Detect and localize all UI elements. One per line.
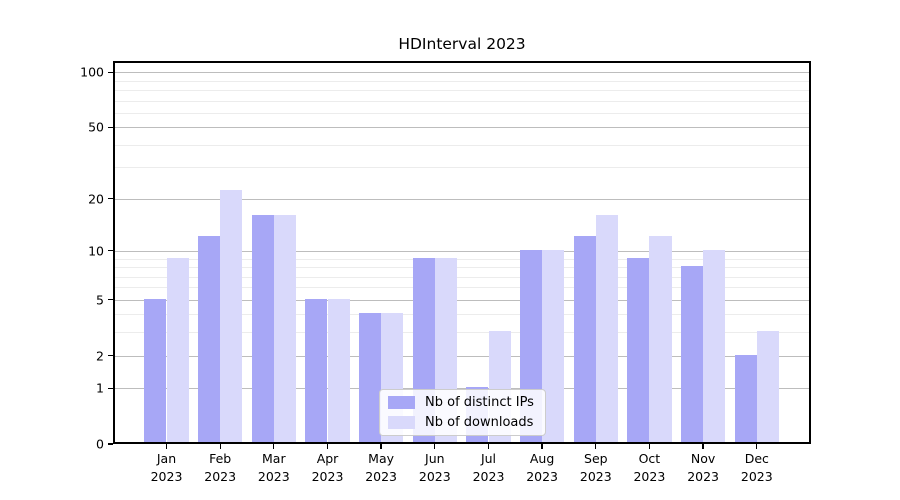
x-tick-label: Feb 2023 <box>204 451 237 484</box>
gridline-minor <box>114 80 810 82</box>
gridline-major <box>114 250 810 252</box>
bar <box>627 257 650 443</box>
bar <box>251 214 274 443</box>
y-tick-mark <box>108 71 113 73</box>
bar <box>573 236 596 443</box>
axis-spine-top <box>113 61 811 63</box>
axis-spine-right <box>809 61 811 444</box>
legend-swatch-distinct-ips <box>388 396 415 409</box>
bar <box>305 298 328 443</box>
gridline-minor <box>114 267 810 268</box>
y-tick-mark <box>108 198 113 200</box>
x-tick-mark <box>326 444 329 449</box>
y-tick-label: 5 <box>96 292 104 308</box>
gridline-minor <box>114 332 810 334</box>
chart-title: HDInterval 2023 <box>398 35 526 53</box>
x-tick-mark <box>595 444 597 449</box>
bar <box>680 266 704 443</box>
gridline-minor <box>114 112 810 114</box>
x-tick-label: Jun 2023 <box>418 451 451 484</box>
y-tick-mark <box>108 126 113 128</box>
bar <box>220 190 243 443</box>
x-tick-mark <box>756 444 758 449</box>
legend-label-downloads: Nb of downloads <box>425 415 534 430</box>
gridline-major <box>114 127 810 129</box>
x-tick-mark <box>273 444 275 449</box>
gridline-minor <box>114 314 810 316</box>
bar <box>327 298 350 443</box>
x-tick-mark <box>702 444 704 449</box>
x-tick-label: Sep 2023 <box>579 451 612 484</box>
axis-spine-left <box>113 61 115 444</box>
bar <box>197 236 221 443</box>
x-tick-mark <box>380 444 382 449</box>
gridline-minor <box>114 276 810 278</box>
legend-swatch-downloads <box>388 416 415 429</box>
y-tick-label: 1 <box>96 380 104 396</box>
y-tick-label: 50 <box>88 119 104 135</box>
x-tick-label: Oct 2023 <box>633 451 666 484</box>
bar <box>734 354 757 443</box>
y-tick-mark <box>108 443 113 445</box>
bar <box>703 249 726 443</box>
bar <box>273 214 297 443</box>
x-tick-label: Jul 2023 <box>472 451 505 484</box>
gridline-major <box>114 198 810 200</box>
gridline-minor <box>114 287 810 289</box>
x-tick-label: Mar 2023 <box>257 451 290 484</box>
x-tick-mark <box>219 444 221 449</box>
x-tick-mark <box>434 444 436 449</box>
gridline-minor <box>114 90 810 91</box>
gridline-minor <box>114 100 810 102</box>
gridline-major <box>114 299 810 301</box>
gridline-major <box>114 355 810 357</box>
legend-label-distinct-ips: Nb of distinct IPs <box>425 395 534 410</box>
bar <box>649 236 672 443</box>
x-tick-label: Apr 2023 <box>311 451 344 484</box>
x-tick-mark <box>541 444 543 449</box>
y-tick-label: 20 <box>88 191 104 207</box>
axis-spine-bottom <box>113 442 811 444</box>
bar <box>166 257 189 443</box>
bar <box>358 313 382 443</box>
y-tick-label: 2 <box>96 348 104 363</box>
bar <box>144 298 167 443</box>
y-tick-mark <box>108 354 113 357</box>
x-tick-label: May 2023 <box>365 451 397 484</box>
legend-item-distinct-ips: Nb of distinct IPs <box>388 395 534 410</box>
gridline-major <box>114 72 810 74</box>
plot-area: Nb of distinct IPs Nb of downloads <box>113 61 811 444</box>
legend: Nb of distinct IPs Nb of downloads <box>379 389 546 436</box>
y-tick-mark <box>108 387 113 389</box>
y-tick-mark <box>108 250 113 252</box>
gridline-minor <box>114 144 810 146</box>
x-tick-label: Dec 2023 <box>740 451 773 484</box>
x-tick-mark <box>487 444 490 449</box>
x-tick-mark <box>165 444 168 449</box>
bar <box>756 331 780 443</box>
gridline-minor <box>114 258 810 260</box>
x-tick-label: Jan 2023 <box>150 451 183 484</box>
y-tick-label: 100 <box>80 64 104 80</box>
x-tick-mark <box>648 444 651 449</box>
y-tick-label: 10 <box>88 243 104 259</box>
gridline-minor <box>114 167 810 169</box>
y-tick-label: 0 <box>96 436 104 452</box>
gridline-major <box>114 388 810 390</box>
bar <box>595 214 619 443</box>
x-tick-label: Aug 2023 <box>526 451 558 484</box>
bar <box>542 249 565 443</box>
legend-item-downloads: Nb of downloads <box>388 415 534 430</box>
x-tick-label: Nov 2023 <box>687 451 719 484</box>
y-tick-mark <box>108 299 113 301</box>
